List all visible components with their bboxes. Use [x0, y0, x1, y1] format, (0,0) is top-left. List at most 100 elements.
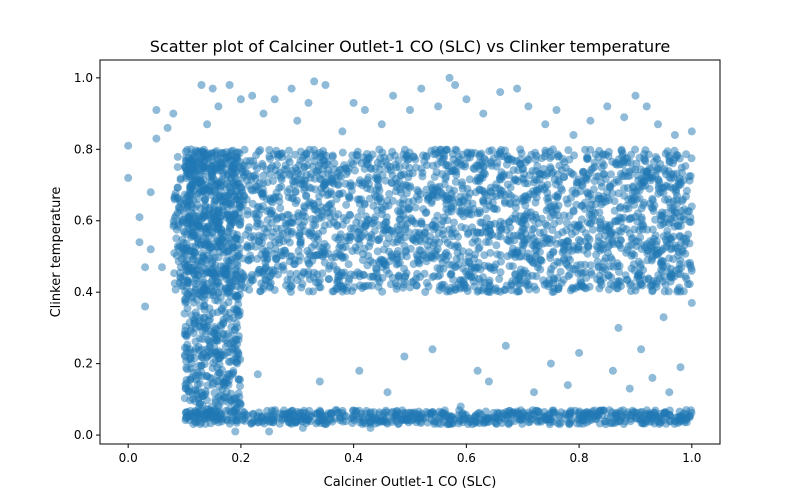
scatter-point [317, 203, 326, 212]
scatter-point [291, 199, 300, 208]
scatter-point [191, 282, 200, 291]
scatter-point [298, 153, 307, 162]
scatter-point [196, 420, 205, 429]
scatter-point [592, 250, 601, 259]
scatter-point [548, 145, 557, 154]
scatter-point [485, 238, 493, 247]
scatter-point [185, 318, 194, 327]
scatter-point [266, 164, 275, 172]
scatter-point [540, 412, 549, 421]
scatter-point [646, 199, 655, 208]
scatter-point [245, 223, 254, 232]
scatter-point [562, 195, 571, 204]
scatter-point [313, 168, 322, 177]
scatter-point [638, 225, 647, 234]
scatter-point [434, 102, 443, 111]
scatter-point [549, 274, 558, 283]
scatter-point [232, 153, 241, 162]
scatter-point [660, 167, 669, 175]
scatter-point [173, 163, 182, 172]
y-tick-label: 0.4 [74, 285, 93, 299]
scatter-point [375, 194, 384, 203]
scatter-point [425, 237, 434, 246]
scatter-point [496, 251, 505, 259]
scatter-point [396, 170, 405, 179]
scatter-point [409, 197, 418, 206]
scatter-point [549, 168, 557, 177]
scatter-point [261, 250, 270, 259]
scatter-point [569, 131, 578, 139]
scatter-point [338, 148, 347, 157]
scatter-point [451, 229, 460, 238]
scatter-point [520, 215, 529, 224]
scatter-point [625, 384, 634, 393]
scatter-point [293, 116, 302, 125]
scatter-point [676, 270, 685, 279]
scatter-point [273, 261, 282, 270]
scatter-point [430, 172, 439, 181]
scatter-point [687, 154, 696, 163]
scatter-point [217, 211, 226, 220]
scatter-point [295, 232, 304, 240]
scatter-point [364, 173, 373, 182]
scatter-point [225, 262, 234, 271]
scatter-point [263, 216, 272, 224]
scatter-point [587, 268, 596, 277]
scatter-point [627, 287, 635, 296]
scatter-point [568, 284, 577, 293]
scatter-point [338, 189, 347, 198]
scatter-point [227, 147, 235, 156]
scatter-point [486, 220, 495, 229]
scatter-point [687, 127, 696, 136]
x-tick-label: 0.0 [119, 451, 138, 465]
scatter-point [184, 153, 193, 162]
scatter-point [315, 192, 324, 201]
scatter-point [222, 388, 231, 396]
scatter-point [519, 236, 528, 245]
scatter-point [518, 409, 527, 418]
scatter-point [340, 161, 349, 170]
scatter-point [608, 236, 617, 245]
scatter-point [303, 415, 312, 423]
scatter-point [297, 283, 306, 292]
scatter-point [207, 152, 216, 161]
scatter-point [200, 284, 209, 293]
scatter-point [231, 234, 240, 243]
scatter-point [406, 106, 414, 114]
scatter-point [408, 169, 417, 178]
scatter-point [541, 183, 549, 192]
scatter-point [197, 388, 206, 397]
scatter-point [569, 242, 578, 251]
scatter-point [216, 247, 225, 256]
scatter-point [620, 184, 629, 193]
scatter-point [636, 263, 645, 272]
scatter-point [593, 257, 602, 266]
scatter-point [286, 270, 295, 278]
scatter-point [633, 217, 642, 226]
scatter-point [302, 192, 311, 201]
scatter-point [236, 244, 244, 253]
scatter-point [603, 102, 612, 111]
scatter-point [438, 155, 447, 164]
scatter-point [397, 415, 405, 424]
scatter-point [190, 176, 199, 185]
scatter-point [582, 175, 591, 184]
scatter-point [458, 181, 466, 190]
scatter-point [289, 260, 298, 269]
scatter-point [312, 419, 321, 428]
scatter-point [421, 288, 430, 296]
scatter-point [195, 407, 204, 416]
scatter-point [253, 370, 262, 379]
scatter-point [583, 218, 592, 227]
scatter-point [323, 208, 332, 217]
scatter-point [497, 152, 505, 161]
scatter-point [645, 184, 654, 193]
scatter-point [376, 255, 385, 264]
scatter-point [462, 95, 471, 104]
scatter-point [511, 270, 520, 278]
scatter-point [517, 149, 526, 158]
scatter-point [672, 195, 681, 204]
scatter-point [221, 197, 230, 206]
scatter-point [270, 250, 279, 258]
scatter-point [146, 188, 155, 197]
